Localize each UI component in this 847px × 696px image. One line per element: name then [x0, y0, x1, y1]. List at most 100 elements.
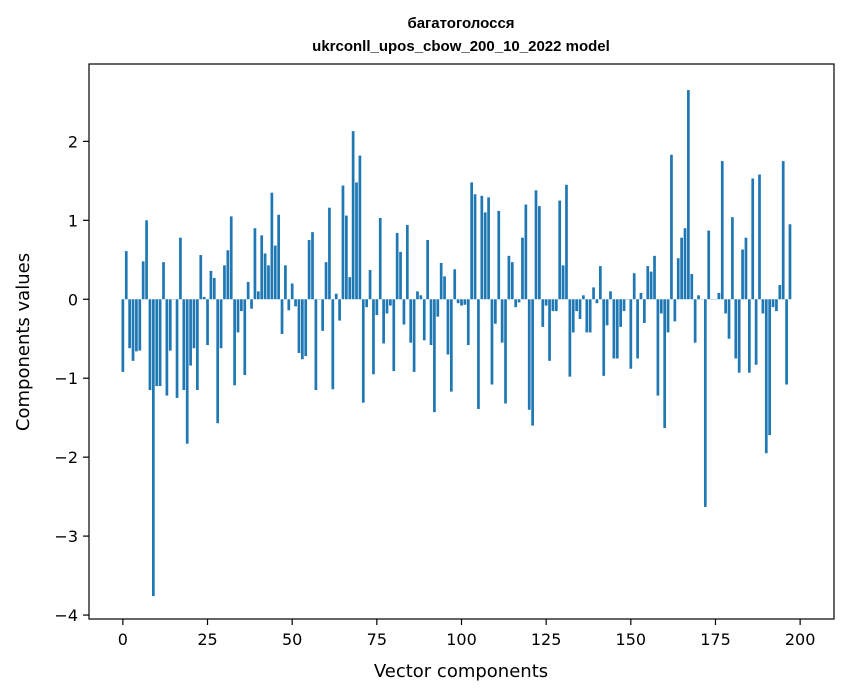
bar — [297, 299, 301, 353]
bar — [456, 299, 460, 304]
bar — [399, 251, 402, 300]
bar — [236, 299, 240, 333]
bar — [670, 154, 673, 300]
bar — [653, 255, 656, 300]
bar — [582, 295, 585, 300]
bar — [605, 299, 609, 326]
plot-frame — [88, 63, 835, 620]
bar — [389, 299, 392, 306]
bar — [351, 131, 355, 300]
bar — [240, 299, 243, 312]
bar — [345, 215, 348, 300]
bar — [433, 299, 436, 413]
bar — [196, 299, 199, 391]
bar — [775, 299, 778, 312]
bar — [612, 299, 616, 359]
bar — [697, 295, 700, 300]
bar — [466, 299, 470, 346]
bar — [477, 299, 480, 409]
bar — [598, 266, 602, 300]
bar — [470, 182, 474, 300]
y-tick-label: −2 — [54, 448, 78, 467]
y-ticks: −4 −3 −2 −1 0 1 2 — [54, 132, 89, 625]
bar — [395, 232, 399, 300]
bar — [314, 299, 318, 391]
bar — [280, 299, 284, 334]
bar — [619, 299, 623, 327]
bar — [331, 299, 335, 390]
bar — [416, 291, 419, 300]
bar — [768, 299, 772, 436]
x-tick-label: 100 — [446, 630, 477, 649]
bar — [216, 299, 220, 424]
bar — [771, 299, 775, 308]
bar — [737, 299, 741, 373]
bar — [639, 292, 643, 300]
bar — [382, 299, 385, 344]
bar — [439, 262, 443, 300]
bar — [676, 258, 680, 300]
bar — [263, 253, 267, 300]
bar — [544, 299, 548, 306]
bar — [429, 299, 433, 346]
bar — [588, 299, 592, 333]
x-ticks: 0 25 50 75 100 125 150 175 200 — [118, 619, 815, 649]
bar — [687, 90, 690, 300]
bar — [659, 299, 663, 314]
bar — [778, 285, 782, 300]
y-tick-label: −3 — [54, 527, 78, 546]
bar — [175, 299, 179, 398]
bar — [385, 299, 389, 314]
bar — [531, 299, 534, 426]
bar — [629, 299, 633, 369]
bar — [460, 299, 463, 306]
bar — [646, 266, 650, 300]
bar — [554, 299, 558, 312]
y-axis-label: Components values — [13, 253, 34, 431]
bar — [368, 270, 372, 300]
bar — [575, 299, 578, 312]
bar — [744, 237, 748, 300]
bar — [649, 271, 653, 300]
bar — [372, 299, 375, 375]
bar — [548, 299, 551, 361]
chart-title-line1: багатоголосся — [407, 15, 514, 32]
bar — [361, 299, 365, 403]
bar — [300, 299, 304, 360]
bar — [189, 299, 192, 366]
bar — [656, 299, 660, 396]
bar — [558, 200, 562, 300]
bar — [595, 299, 599, 304]
bar — [219, 299, 223, 349]
y-tick-label: 1 — [68, 211, 78, 230]
bar — [128, 299, 131, 349]
x-tick-label: 175 — [700, 630, 731, 649]
bar — [270, 192, 274, 300]
bar — [568, 299, 572, 377]
bar — [487, 197, 490, 300]
bar — [182, 299, 186, 391]
bar — [365, 299, 369, 308]
bar — [517, 299, 521, 303]
y-tick-label: 0 — [68, 290, 78, 309]
bar — [785, 299, 788, 385]
bar — [741, 249, 744, 300]
bar — [253, 228, 257, 300]
bar — [565, 184, 568, 300]
x-tick-label: 75 — [367, 630, 387, 649]
bar — [233, 299, 236, 386]
bar — [446, 299, 450, 355]
bar — [500, 299, 504, 343]
bar — [724, 299, 727, 314]
bar — [731, 217, 734, 300]
bar — [179, 237, 182, 300]
bar — [223, 265, 226, 300]
bar — [141, 261, 145, 300]
bar — [632, 273, 636, 300]
bar — [199, 255, 203, 300]
bar — [764, 299, 768, 454]
bar — [226, 250, 230, 300]
bar — [720, 161, 724, 300]
bar — [409, 299, 413, 343]
bar — [338, 299, 341, 321]
